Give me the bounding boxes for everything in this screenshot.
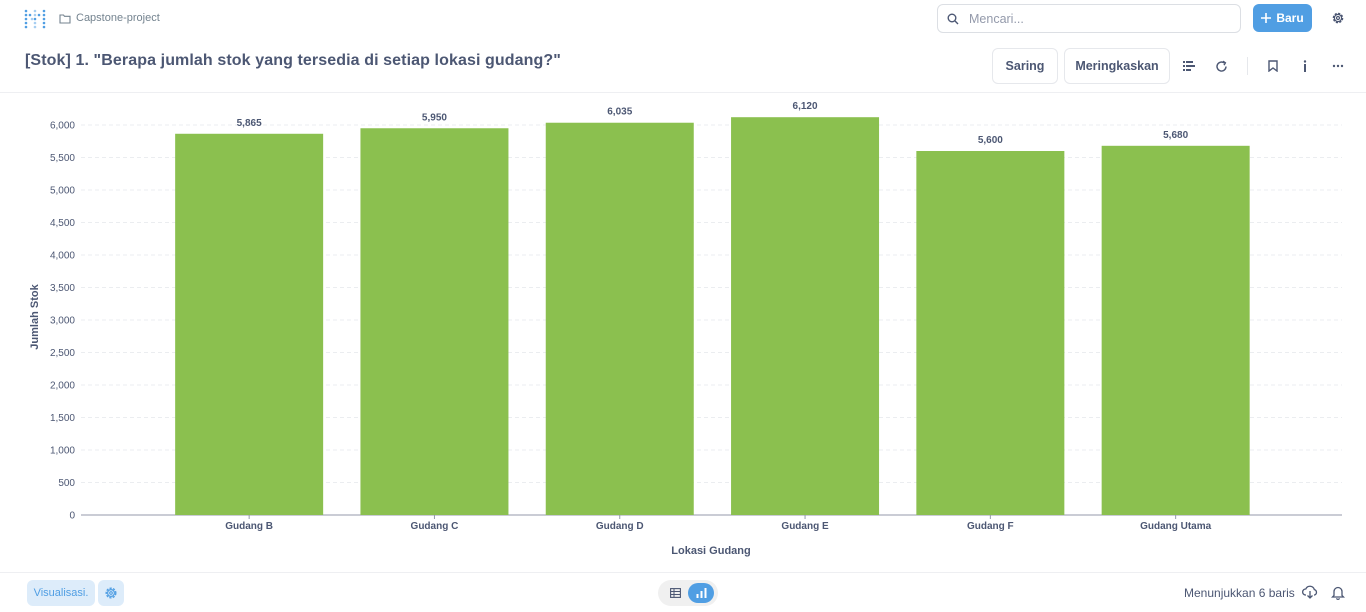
y-tick-label: 5,500 <box>50 153 75 164</box>
x-tick-label: Gudang F <box>967 521 1014 532</box>
y-axis-title: Jumlah Stok <box>29 283 41 349</box>
row-count: Menunjukkan 6 baris <box>1184 586 1295 600</box>
gear-icon <box>105 587 117 599</box>
bell-icon[interactable] <box>1331 585 1345 600</box>
breadcrumb[interactable]: Capstone-project <box>59 12 160 24</box>
bar <box>175 133 324 515</box>
y-tick-label: 3,000 <box>50 316 75 327</box>
x-tick-label: Gudang B <box>225 521 273 532</box>
visualization-button[interactable]: Visualisasi. <box>27 580 95 606</box>
table-view-toggle[interactable] <box>662 583 688 603</box>
filter-button[interactable]: Saring <box>992 48 1058 84</box>
x-tick-label: Gudang D <box>596 521 644 532</box>
y-tick-label: 6,000 <box>50 121 75 132</box>
y-tick-label: 4,000 <box>50 251 75 262</box>
bar-chart: 0 500 1,000 1,500 2,000 2,500 3,000 3,500 4,000 4… <box>29 101 1342 557</box>
new-button[interactable]: Baru <box>1253 4 1312 32</box>
notebook-editor-icon[interactable] <box>1181 58 1197 74</box>
data-label: 5,600 <box>978 135 1003 146</box>
bar <box>916 151 1065 515</box>
x-tick-label: Gudang E <box>781 521 829 532</box>
new-button-label: Baru <box>1276 11 1304 25</box>
download-icon[interactable] <box>1302 585 1318 599</box>
bar <box>360 128 509 515</box>
y-tick-label: 3,500 <box>50 283 75 294</box>
data-label: 5,865 <box>237 118 262 129</box>
y-tick-label: 0 <box>69 511 75 522</box>
plus-icon <box>1261 13 1272 23</box>
bar <box>1101 145 1250 516</box>
data-label: 5,680 <box>1163 130 1188 141</box>
y-tick-label: 4,500 <box>50 218 75 229</box>
table-icon <box>669 588 681 598</box>
x-tick-label: Gudang Utama <box>1140 521 1212 532</box>
refresh-icon[interactable] <box>1213 58 1229 74</box>
search-input[interactable]: Mencari... <box>937 4 1241 33</box>
filter-button-label: Saring <box>1005 59 1045 73</box>
data-label: 6,120 <box>793 101 818 112</box>
folder-icon <box>59 13 71 24</box>
view-toggle[interactable] <box>658 580 718 606</box>
y-tick-label: 5,000 <box>50 186 75 197</box>
settings-gear-icon[interactable] <box>1330 10 1346 26</box>
bookmark-icon[interactable] <box>1265 58 1281 74</box>
y-tick-label: 500 <box>58 478 75 489</box>
breadcrumb-collection[interactable]: Capstone-project <box>76 12 160 24</box>
y-tick-label: 2,000 <box>50 381 75 392</box>
page-title: [Stok] 1. "Berapa jumlah stok yang terse… <box>25 52 561 69</box>
more-options-icon[interactable] <box>1330 58 1346 74</box>
chart-view-toggle[interactable] <box>688 583 714 603</box>
x-tick-label: Gudang C <box>411 521 459 532</box>
visualization-settings-button[interactable] <box>98 580 124 606</box>
bar <box>545 122 694 515</box>
y-tick-label: 1,000 <box>50 446 75 457</box>
data-label: 5,950 <box>422 112 447 123</box>
header-divider <box>1247 57 1248 75</box>
visualization-button-label: Visualisasi. <box>33 587 89 599</box>
bar <box>731 117 880 515</box>
x-axis-title: Lokasi Gudang <box>671 545 750 557</box>
top-nav: Capstone-project Mencari... Baru <box>0 0 1366 38</box>
search-placeholder: Mencari... <box>969 11 1024 26</box>
summarize-button-label: Meringkaskan <box>1075 59 1159 73</box>
bar-chart-icon <box>696 588 706 598</box>
data-label: 6,035 <box>607 107 632 118</box>
y-tick-label: 1,500 <box>50 413 75 424</box>
footer-separator <box>0 572 1366 573</box>
y-tick-label: 2,500 <box>50 348 75 359</box>
metabase-logo-icon[interactable] <box>24 7 46 29</box>
search-icon <box>947 13 959 24</box>
header-separator <box>0 92 1366 93</box>
info-icon[interactable] <box>1297 58 1313 74</box>
summarize-button[interactable]: Meringkaskan <box>1064 48 1170 84</box>
